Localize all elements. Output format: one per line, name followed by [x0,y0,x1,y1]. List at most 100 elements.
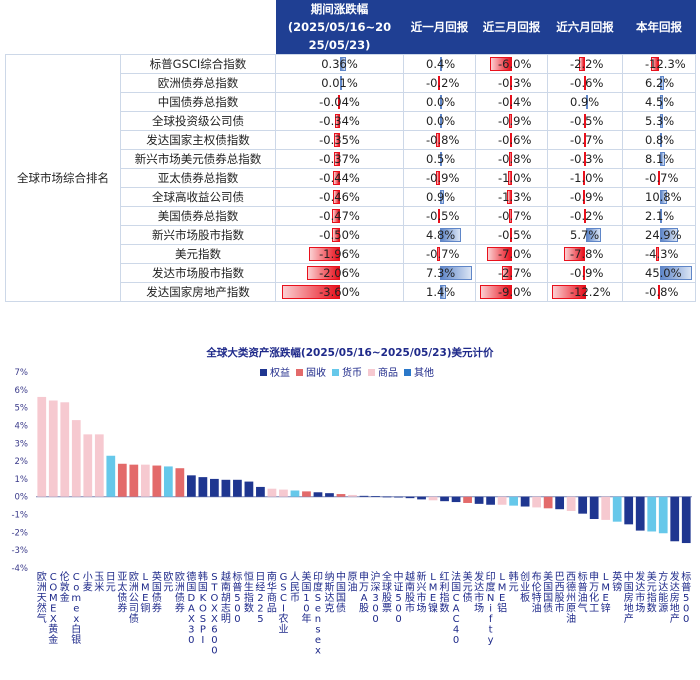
negative-bar [657,170,660,185]
x-tick-label: 英国债券 [152,570,162,615]
positive-bar [440,113,442,128]
chart-bar [647,496,657,532]
chart-title: 全球大类资产涨跌幅(2025/05/16~2025/05/23)美元计价 [205,346,494,359]
table-row: 中国债券总指数 -0.04% 0.0% -0.4% 0.9% 4.5% [6,91,696,112]
positive-bar [659,94,663,109]
value-cell: 0.4% [403,53,476,74]
value-cell: -0.7% [403,243,476,264]
chart-bar [451,496,461,503]
negative-bar [583,265,586,280]
index-name: 发达国家主权债指数 [120,129,276,150]
value-text: 45.0% [645,265,682,280]
chart-bars [37,396,691,544]
positive-bar [440,284,447,299]
value-text: -0.9% [498,113,532,128]
value-text: 1.4% [426,284,456,299]
y-tick-label: 1% [15,475,29,485]
chart-bar [394,496,403,498]
value-text: 0.9% [570,94,600,109]
value-cell: 24.9% [622,224,696,245]
index-name: 美国债券总指数 [120,205,276,226]
value-text: -0.7% [570,132,604,147]
index-name: 发达市场股市指数 [120,262,276,283]
y-tick-label: 2% [15,457,29,467]
chart-bar [94,434,104,497]
negative-bar [510,227,512,242]
value-cell: -0.3% [475,72,548,93]
value-text: -0.5% [426,208,460,223]
value-text: -2.2% [570,56,604,71]
legend-swatch [368,369,375,376]
chart-bar [233,479,242,497]
y-tick-label: -3% [11,546,28,556]
legend-label: 其他 [414,366,434,379]
chart-bar [463,496,472,503]
header-ytd: 本年回报 [622,18,696,36]
legend-label: 权益 [270,366,290,379]
positive-bar [585,94,588,109]
x-tick-label: 日经 2 2 5 [255,572,265,625]
negative-bar [436,170,440,185]
x-tick-label: 申万化工 [589,570,599,615]
value-cell: 0.0% [403,110,476,131]
x-tick-label: 标普 5 0 0 [681,571,691,625]
value-cell: -0.37% [275,148,404,169]
index-name: 全球投资级公司债 [120,110,276,131]
x-tick-label: 伦敦金 [60,570,70,604]
value-cell: -0.50% [275,224,404,245]
x-tick-label: 全球股票 [382,570,392,615]
chart-bar [428,496,438,501]
value-cell: -12.3% [622,53,696,74]
value-text: -1.0% [498,170,532,185]
value-cell: -0.4% [475,91,548,112]
positive-bar [585,227,602,242]
chart-bar [520,496,530,507]
chart-bar [440,496,449,502]
value-text: -0.8% [498,151,532,166]
value-cell: -0.6% [547,72,623,93]
chart-bar [635,496,645,531]
chart-bar [509,496,518,506]
value-text: -0.50% [319,227,360,242]
negative-bar [510,75,512,90]
chart-bar [152,465,162,497]
value-text: 0.36% [321,56,358,71]
chart-bar [601,496,611,520]
value-text: 4.8% [426,227,456,242]
value-text: 24.9% [645,227,682,242]
chart-legend: 权益 固收 货币 商品 其他 [260,366,434,379]
value-cell: -9.0% [475,281,548,302]
value-text: -1.3% [498,189,532,204]
x-tick-label: 新兴市场 [417,570,427,615]
value-cell: -2.06% [275,262,404,283]
negative-bar [490,56,512,71]
y-tick-label: 3% [15,439,29,449]
value-text: 0.01% [321,75,358,90]
x-tick-label: 欧洲公司债 [129,571,139,625]
negative-bar [338,94,340,109]
y-tick-label: -1% [11,511,28,521]
positive-bar [440,151,443,166]
value-text: 0.9% [426,189,456,204]
table-row: 全球市场综合排名 标普GSCI综合指数 0.36% 0.4% -6.0% -2.2% -12… [5,53,696,302]
negative-bar [502,265,512,280]
chart-bar [210,478,219,497]
chart-bar [474,496,484,504]
x-tick-label: 发达市场 [474,570,484,615]
value-cell: -0.46% [275,186,404,207]
value-text: 0.5% [426,151,456,166]
value-cell: -0.2% [403,72,476,93]
x-tick-label: 日元 [106,572,116,594]
value-cell: -0.8% [622,281,696,302]
value-cell: 5.3% [622,110,696,131]
positive-bar [440,265,473,280]
value-cell: -0.8% [403,129,476,150]
positive-bar [659,227,678,242]
value-cell: -0.44% [275,167,404,188]
chart-bar [624,496,634,525]
value-cell: 0.9% [547,91,623,112]
chart-bar [612,496,622,522]
value-text: -0.2% [426,75,460,90]
chart-bar [244,481,254,497]
value-cell: -0.3% [547,148,623,169]
